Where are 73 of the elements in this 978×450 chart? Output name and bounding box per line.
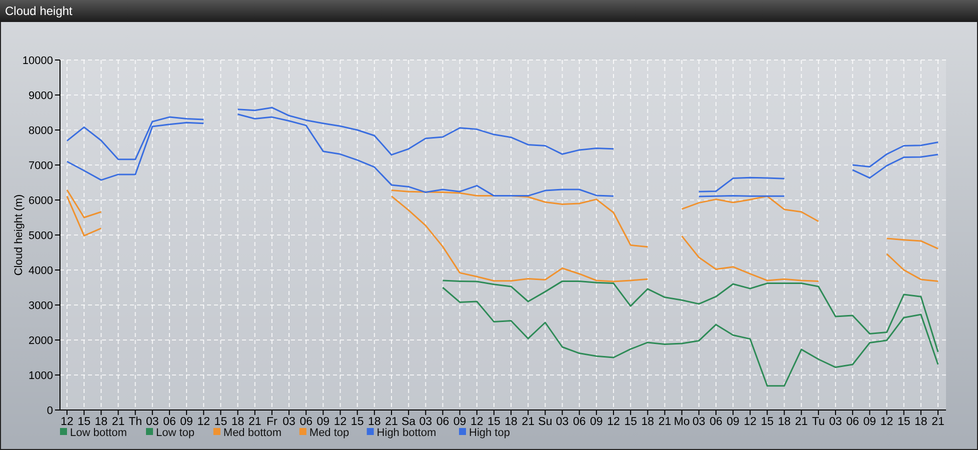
x-tick-label: 15 — [350, 416, 364, 428]
x-tick-label: 15 — [624, 416, 637, 428]
x-tick-label: 09 — [590, 416, 603, 428]
x-tick-label: 21 — [112, 416, 125, 428]
chart-title: Cloud height — [5, 4, 74, 18]
x-tick-label: Th — [128, 416, 142, 428]
x-tick-label: 03 — [829, 416, 842, 428]
x-tick-label: 12 — [607, 416, 620, 428]
x-tick-label: 21 — [248, 416, 262, 428]
y-tick-label: 7000 — [28, 160, 53, 172]
x-tick-label: 09 — [180, 416, 193, 428]
x-tick-label: Tu — [812, 416, 825, 428]
y-tick-label: 3000 — [28, 300, 53, 312]
x-tick-label: 12 — [334, 416, 347, 428]
legend-label: Low bottom — [70, 426, 127, 439]
legend-label: Med top — [309, 426, 350, 439]
legend-label: High top — [469, 426, 510, 439]
x-tick-label: 06 — [300, 416, 312, 428]
x-tick-label: 09 — [453, 416, 466, 428]
x-tick-label: 21 — [794, 416, 808, 428]
y-tick-label: 10000 — [22, 54, 53, 67]
x-tick-label: 06 — [163, 416, 176, 428]
x-tick-label: 03 — [282, 416, 296, 428]
x-tick-label: 03 — [419, 416, 432, 428]
y-tick-label: 0 — [46, 404, 53, 417]
y-tick-label: 6000 — [28, 194, 53, 207]
y-tick-label: 8000 — [28, 124, 53, 137]
x-tick-label: Sa — [402, 416, 416, 428]
x-tick-label: 12 — [744, 416, 757, 428]
y-tick-label: 9000 — [28, 90, 53, 102]
x-tick-label: 18 — [94, 416, 108, 428]
legend-label: Low top — [156, 426, 195, 439]
line-series — [442, 286, 939, 387]
x-tick-label: 15 — [214, 416, 228, 428]
x-tick-label: 15 — [78, 416, 90, 428]
x-tick-label: 03 — [692, 416, 706, 428]
x-tick-label: 09 — [863, 416, 876, 428]
x-tick-label: 18 — [231, 416, 244, 428]
y-axis-title: Cloud height (m) — [13, 194, 25, 276]
x-tick-label: Mo — [674, 416, 690, 428]
x-tick-label: 18 — [504, 416, 518, 428]
x-tick-label: 15 — [760, 416, 774, 428]
x-tick-label: 12 — [197, 416, 210, 428]
x-tick-label: 03 — [146, 416, 159, 428]
x-tick-label: 21 — [658, 416, 672, 428]
x-tick-label: 12 — [880, 416, 894, 428]
x-tick-label: 12 — [470, 416, 484, 428]
y-tick-label: 1000 — [28, 370, 53, 382]
x-tick-label: 15 — [897, 416, 910, 428]
x-tick-label: 21 — [522, 416, 535, 428]
x-tick-label: 06 — [572, 416, 586, 428]
x-tick-label: 09 — [316, 416, 330, 428]
x-tick-label: 18 — [914, 416, 928, 428]
line-series — [442, 280, 939, 353]
legend-label: High bottom — [376, 426, 436, 439]
x-tick-label: 12 — [60, 416, 74, 428]
x-tick-label: 18 — [641, 416, 654, 428]
x-tick-label: 18 — [778, 416, 791, 428]
x-tick-label: 15 — [488, 416, 500, 428]
legend-label: Med bottom — [223, 426, 282, 439]
x-tick-label: 06 — [846, 416, 860, 428]
x-tick-label: Su — [538, 416, 552, 428]
x-tick-label: 18 — [368, 416, 381, 428]
x-tick-label: 06 — [436, 416, 450, 428]
x-tick-label: 09 — [726, 416, 740, 428]
x-tick-label: Fr — [266, 416, 278, 428]
y-tick-label: 2000 — [28, 334, 53, 347]
y-tick-label: 5000 — [28, 230, 53, 242]
x-tick-label: 21 — [932, 416, 944, 428]
x-tick-label: 21 — [385, 416, 398, 428]
x-tick-label: 03 — [556, 416, 569, 428]
y-tick-label: 4000 — [28, 264, 53, 277]
x-tick-label: 06 — [710, 416, 722, 428]
